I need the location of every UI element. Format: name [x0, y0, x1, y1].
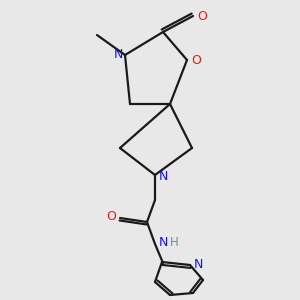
- Text: N: N: [193, 257, 203, 271]
- Text: O: O: [197, 10, 207, 22]
- Text: N: N: [113, 49, 123, 62]
- Text: N: N: [158, 170, 168, 184]
- Text: N: N: [158, 236, 168, 248]
- Text: H: H: [169, 236, 178, 248]
- Text: O: O: [191, 53, 201, 67]
- Text: O: O: [106, 209, 116, 223]
